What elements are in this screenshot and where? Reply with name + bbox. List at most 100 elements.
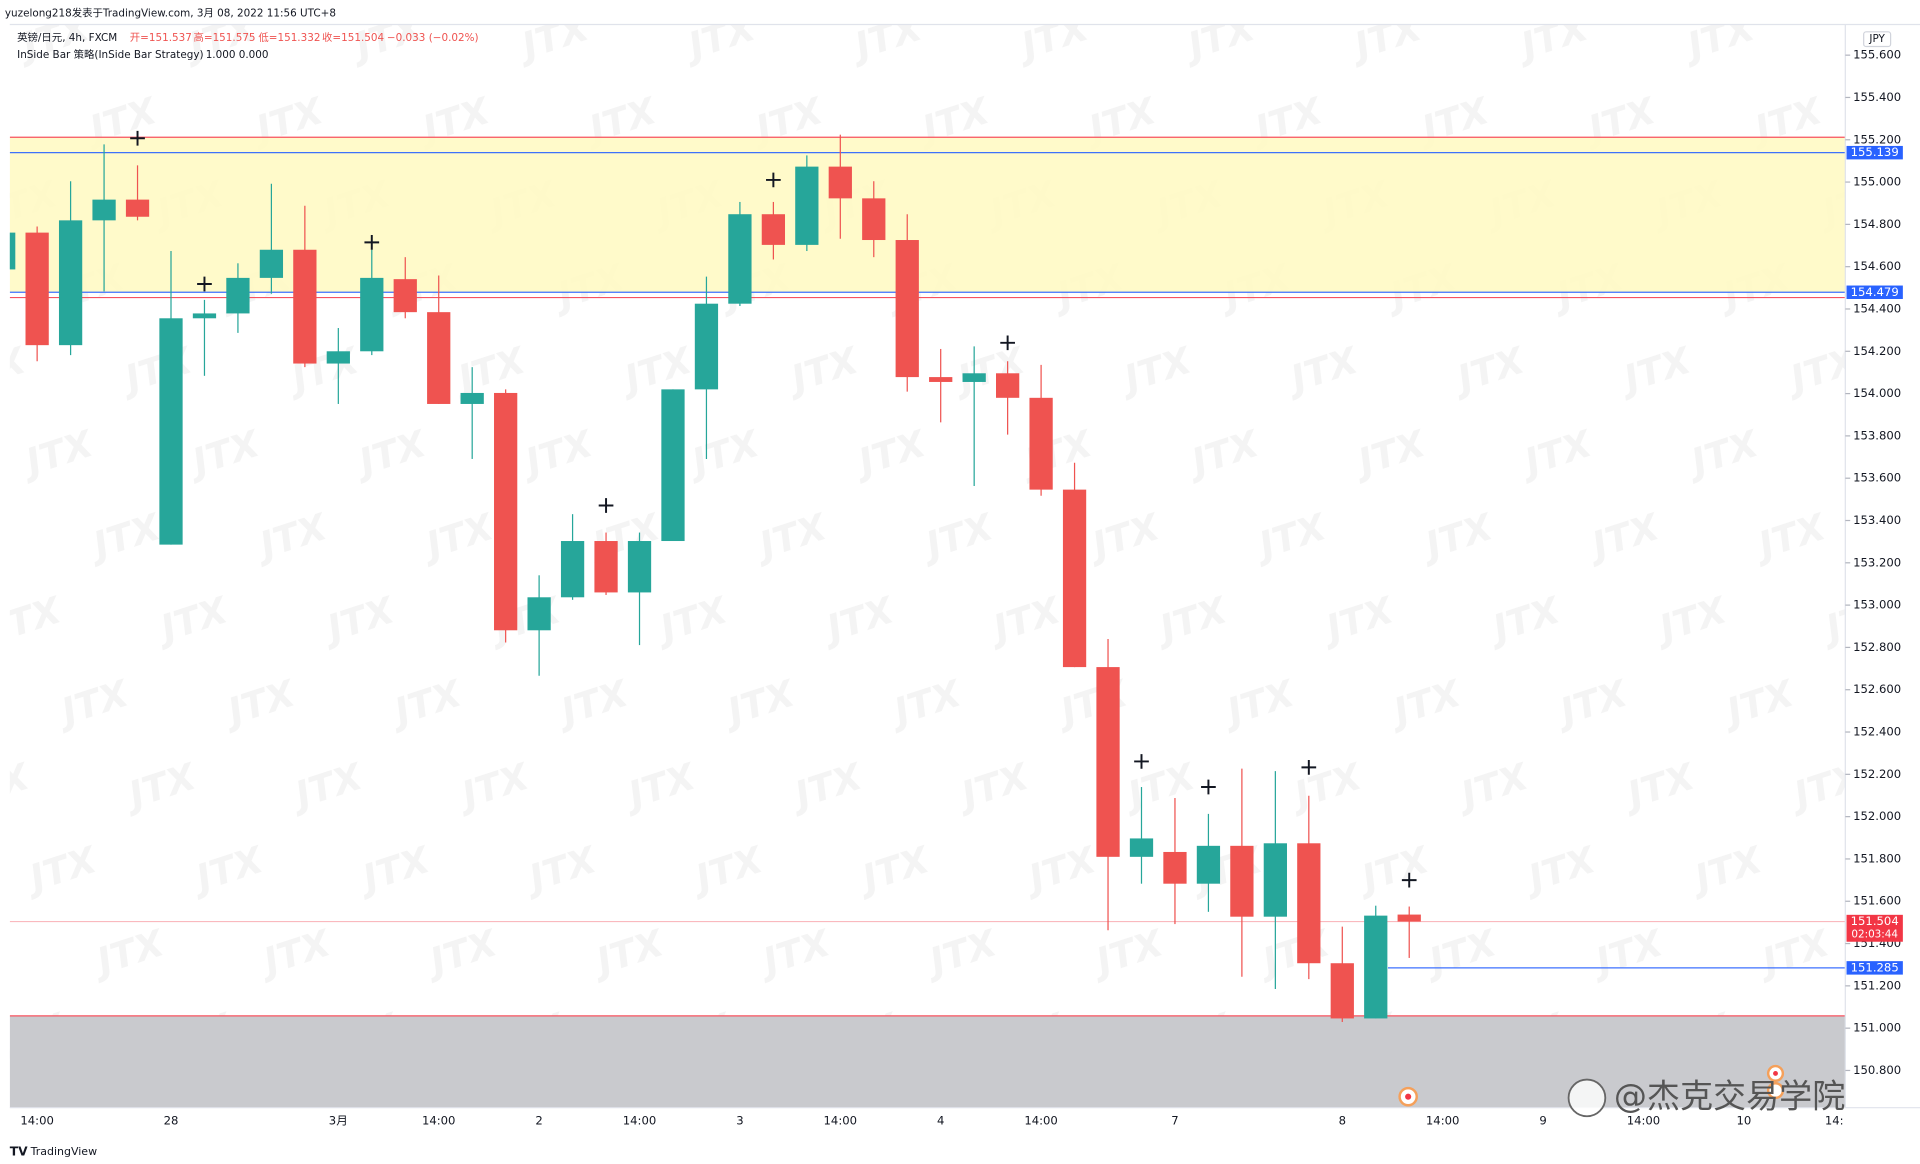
- y-tick-label: 151.000: [1853, 1021, 1901, 1035]
- candle-body: [1230, 845, 1254, 917]
- price-axis: 155.600 155.400 155.200 155.000 154.800 154.6…: [1845, 48, 1903, 1077]
- x-tick-label: 28: [164, 1114, 179, 1128]
- y-tick-label: 151.200: [1853, 978, 1901, 992]
- x-tick-label: 14:00: [623, 1114, 657, 1128]
- candle-body: [9, 232, 16, 270]
- candle-body: [58, 220, 83, 346]
- x-tick-label: 3: [736, 1114, 743, 1128]
- candle-body: [259, 249, 284, 278]
- brand: TradingView: [30, 1145, 97, 1158]
- signal-marker: [1201, 779, 1216, 795]
- y-tick-label: 154.200: [1853, 344, 1901, 358]
- signal-marker: [766, 172, 781, 188]
- candle-body: [560, 541, 585, 598]
- x-tick-label: 14:00: [1426, 1114, 1460, 1128]
- ohlc-high: 高=151.575: [193, 31, 255, 44]
- candle-body: [895, 240, 919, 378]
- x-tick-label: 7: [1171, 1114, 1178, 1128]
- symbol: 英镑/日元, 4h, FXCM: [17, 31, 117, 44]
- x-tick-label: 14:00: [422, 1114, 456, 1128]
- candle-body: [92, 199, 116, 221]
- countdown: 02:03:44: [1851, 928, 1898, 940]
- candle-body: [594, 541, 618, 593]
- candle-body: [527, 597, 551, 631]
- candle-body: [1163, 851, 1187, 884]
- candle-body: [795, 166, 819, 245]
- price-label: 151.504: [1851, 914, 1899, 928]
- signal-marker: [130, 130, 145, 146]
- candle-body: [661, 389, 685, 542]
- tv-logo: TV: [10, 1144, 28, 1158]
- candle-body: [1364, 915, 1388, 1019]
- y-tick-label: 151.800: [1853, 851, 1901, 865]
- event-icon[interactable]: [1766, 1081, 1785, 1100]
- indicator-name: InSide Bar 策略(InSide Bar Strategy): [17, 48, 203, 61]
- candle-body: [360, 277, 384, 352]
- candle-body: [226, 277, 250, 314]
- signal-marker: [197, 276, 212, 292]
- candle-body: [761, 214, 786, 245]
- y-tick-label: 155.600: [1853, 48, 1901, 62]
- wm-logo: [1567, 1078, 1607, 1118]
- event-dot: [1405, 1093, 1412, 1100]
- y-tick-label: 153.600: [1853, 471, 1901, 485]
- candle-body: [1397, 914, 1421, 922]
- candle-body: [159, 318, 183, 545]
- y-tick-label: 154.800: [1853, 217, 1901, 231]
- candle-body: [25, 232, 49, 346]
- indicator-values: 1.000 0.000: [206, 49, 269, 61]
- footer-watermark: @杰克交易学院: [1614, 1076, 1845, 1115]
- zone: [9, 1015, 1846, 1108]
- signal-marker: [364, 235, 380, 250]
- currency: JPY: [1868, 33, 1885, 45]
- currency-box: [1863, 31, 1892, 48]
- x-tick-label: 4: [937, 1114, 944, 1128]
- candle-body: [393, 279, 417, 313]
- candle-body: [192, 313, 217, 319]
- candle-body: [1096, 667, 1120, 857]
- event-dot: [1773, 1070, 1778, 1076]
- y-tick-label: 152.600: [1853, 682, 1901, 696]
- y-tick-label: 150.800: [1853, 1063, 1901, 1077]
- y-tick-label: 153.000: [1853, 598, 1901, 612]
- signal-marker: [598, 498, 614, 513]
- price-label-box: [1846, 961, 1903, 975]
- candle-body: [1062, 489, 1087, 668]
- candle-body: [929, 377, 953, 382]
- x-tick-label: 2: [535, 1114, 542, 1128]
- price-label-box: [1846, 914, 1903, 942]
- x-tick-label: 9: [1539, 1114, 1546, 1128]
- y-tick-label: 152.400: [1853, 725, 1901, 739]
- price-label: 155.139: [1851, 145, 1899, 159]
- candle-body: [728, 214, 752, 304]
- y-tick-label: 152.800: [1853, 640, 1901, 654]
- y-tick-label: 153.200: [1853, 555, 1901, 569]
- x-tick-label: 14:00: [1024, 1114, 1058, 1128]
- candle-body: [627, 541, 652, 593]
- y-tick-label: 155.000: [1853, 175, 1901, 189]
- y-tick-label: 153.800: [1853, 428, 1901, 442]
- price-label-box: [1846, 145, 1903, 160]
- x-tick-label: 3月: [329, 1114, 348, 1128]
- candle-body: [326, 351, 350, 364]
- price-label: 151.285: [1851, 960, 1899, 974]
- y-tick-label: 155.200: [1853, 132, 1901, 146]
- x-tick-label: 10: [1736, 1114, 1751, 1128]
- candle-body: [427, 312, 451, 404]
- ohlc-change: −0.033 (−0.02%): [387, 32, 479, 44]
- y-tick-label: 154.000: [1853, 386, 1901, 400]
- candle-body: [828, 166, 852, 199]
- author-line: yuzelong218发表于TradingView.com, 3月 08, 20…: [5, 6, 336, 19]
- signal-marker: [1301, 760, 1317, 775]
- y-tick-label: 154.600: [1853, 259, 1901, 273]
- candle-body: [1129, 838, 1154, 857]
- x-tick-label: 14:00: [1627, 1114, 1661, 1128]
- x-tick-label: 14:00: [20, 1114, 54, 1128]
- y-tick-label: 153.400: [1853, 513, 1901, 527]
- candle-body: [1330, 963, 1354, 1019]
- candle-body: [1297, 843, 1321, 964]
- y-tick-label: 152.200: [1853, 767, 1901, 781]
- candle-body: [962, 373, 986, 382]
- candle-body: [293, 249, 317, 364]
